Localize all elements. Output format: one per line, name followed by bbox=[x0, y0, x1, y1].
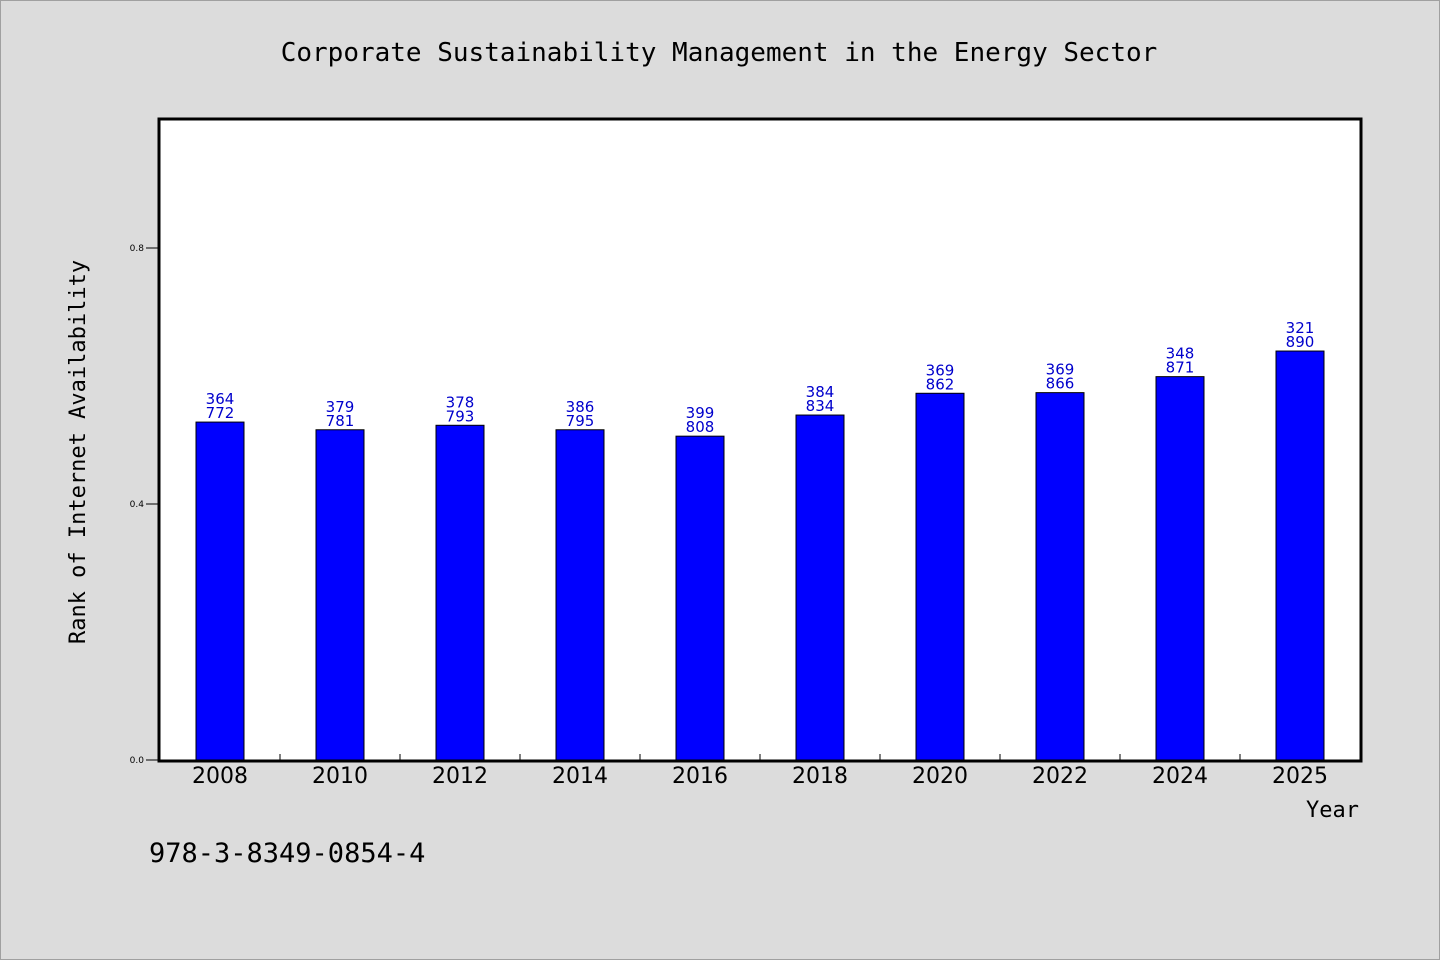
data-label-2016-1: 399 bbox=[686, 404, 715, 422]
x-tick-label-2020: 2020 bbox=[912, 764, 968, 789]
chart-title: Corporate Sustainability Management in t… bbox=[281, 38, 1158, 68]
data-label-2018-2: 834 bbox=[806, 397, 835, 415]
data-label-2014-2: 795 bbox=[566, 412, 595, 430]
data-label-2020-1: 369 bbox=[926, 361, 955, 379]
data-label-2024-1: 348 bbox=[1166, 345, 1195, 363]
data-label-2022-2: 866 bbox=[1046, 375, 1075, 393]
bar-2018 bbox=[795, 414, 845, 761]
bar-2014 bbox=[555, 429, 605, 761]
data-label-2016-2: 808 bbox=[686, 418, 715, 436]
x-tick-label-2008: 2008 bbox=[192, 764, 248, 789]
data-label-2010-1: 379 bbox=[326, 398, 355, 416]
bar-2024 bbox=[1155, 376, 1205, 761]
x-tick-label-2024: 2024 bbox=[1152, 764, 1208, 789]
y-tick-label-0.0: 0.0 bbox=[130, 756, 145, 766]
bar-2008 bbox=[195, 421, 245, 761]
x-axis-title: Year bbox=[1306, 798, 1359, 823]
x-axis: 2008 2010 2012 2014 2016 2018 2020 2022 2024 2025 bbox=[192, 754, 1328, 789]
data-label-2008-2: 772 bbox=[206, 404, 235, 422]
data-label-2010-2: 781 bbox=[326, 412, 355, 430]
x-tick-label-2014: 2014 bbox=[552, 764, 608, 789]
plot-border bbox=[157, 117, 1363, 763]
bar-2010 bbox=[315, 429, 365, 761]
data-label-2008-1: 364 bbox=[206, 390, 235, 408]
data-label-2025-1: 321 bbox=[1286, 319, 1315, 337]
data-label-2014-1: 386 bbox=[566, 398, 595, 416]
y-axis-title: Rank of Internet Availability bbox=[66, 260, 91, 644]
bar-2020 bbox=[915, 392, 965, 761]
y-tick-label-0.8: 0.8 bbox=[130, 244, 145, 254]
bar-2022 bbox=[1035, 392, 1085, 761]
data-label-2024-2: 871 bbox=[1166, 359, 1195, 377]
x-tick-label-2018: 2018 bbox=[792, 764, 848, 789]
x-tick-label-2022: 2022 bbox=[1032, 764, 1088, 789]
y-axis: 0.0 0.4 0.8 bbox=[130, 244, 160, 766]
bar-2016 bbox=[675, 435, 725, 761]
x-tick-label-2025: 2025 bbox=[1272, 764, 1328, 789]
bars bbox=[195, 350, 1325, 761]
footnote-isbn: 978-3-8349-0854-4 bbox=[149, 838, 425, 869]
data-label-2012-1: 378 bbox=[446, 393, 475, 411]
y-tick-label-0.4: 0.4 bbox=[130, 500, 145, 510]
data-label-2012-2: 793 bbox=[446, 407, 475, 425]
bar-2025 bbox=[1275, 350, 1325, 761]
bar-2012 bbox=[435, 424, 485, 761]
x-tick-label-2010: 2010 bbox=[312, 764, 368, 789]
data-label-2025-2: 890 bbox=[1286, 333, 1315, 351]
data-label-2022-1: 369 bbox=[1046, 361, 1075, 379]
data-label-2020-2: 862 bbox=[926, 375, 955, 393]
x-tick-label-2012: 2012 bbox=[432, 764, 488, 789]
data-label-2018-1: 384 bbox=[806, 383, 835, 401]
x-tick-label-2016: 2016 bbox=[672, 764, 728, 789]
